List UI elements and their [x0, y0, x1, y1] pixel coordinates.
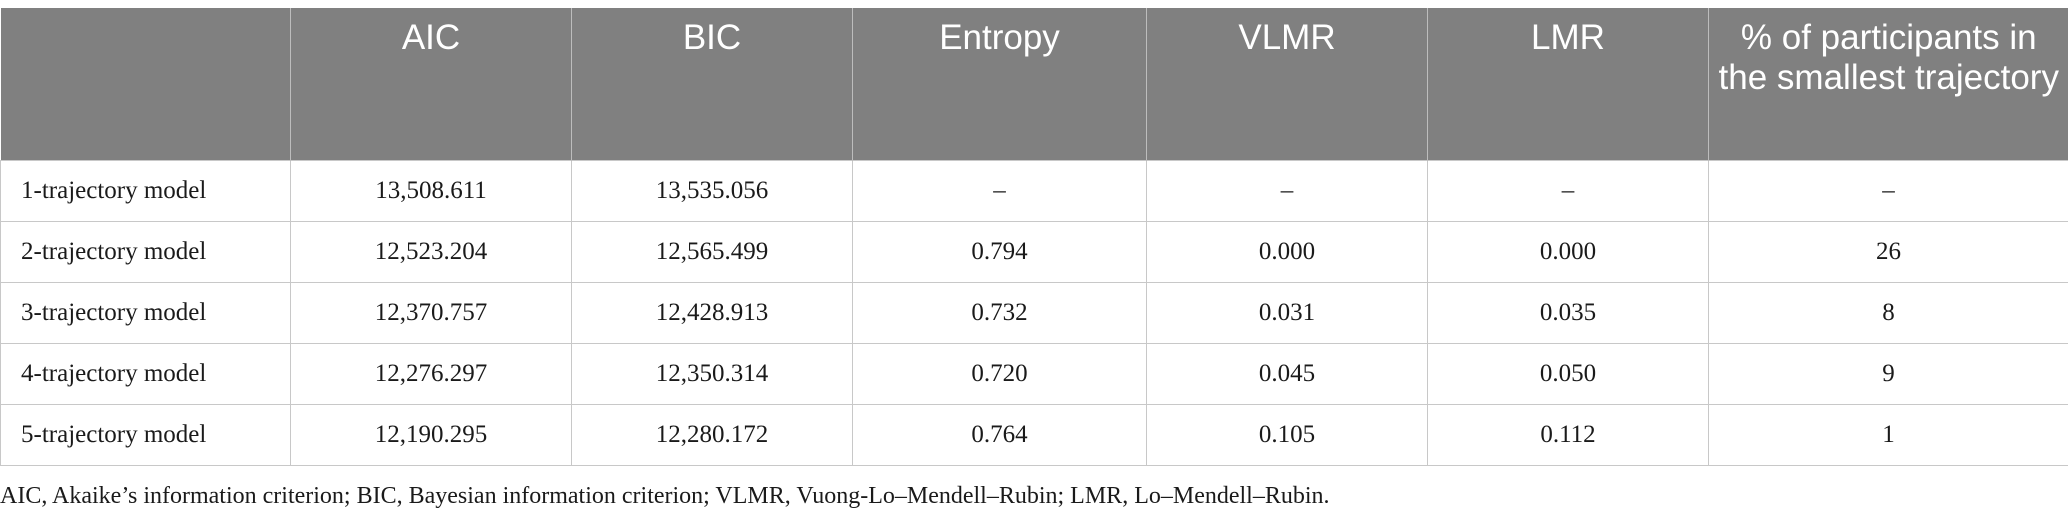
- aic-cell: 12,190.295: [290, 404, 572, 466]
- vlmr-cell: 0.105: [1146, 404, 1428, 466]
- header-cell-vlmr: VLMR: [1146, 8, 1428, 160]
- table-row: 3-trajectory model 12,370.757 12,428.913…: [0, 282, 2068, 344]
- entropy-cell: 0.720: [852, 343, 1147, 405]
- bic-cell: 12,428.913: [571, 282, 853, 344]
- entropy-cell: 0.794: [852, 221, 1147, 283]
- lmr-cell: 0.000: [1427, 221, 1709, 283]
- bic-cell: 13,535.056: [571, 159, 853, 222]
- header-cell-bic: BIC: [571, 8, 853, 160]
- row-label-cell: 4-trajectory model: [0, 343, 291, 405]
- table-footnote: AIC, Akaike’s information criterion; BIC…: [0, 483, 1330, 509]
- smallest-trajectory-cell: 8: [1708, 282, 2068, 344]
- header-row: AIC BIC Entropy VLMR LMR % of participan…: [0, 8, 2068, 160]
- smallest-trajectory-cell: –: [1708, 159, 2068, 222]
- aic-cell: 12,523.204: [290, 221, 572, 283]
- vlmr-cell: 0.031: [1146, 282, 1428, 344]
- table-body: 1-trajectory model 13,508.611 13,535.056…: [0, 159, 2068, 466]
- vlmr-cell: 0.000: [1146, 221, 1428, 283]
- table-row: 1-trajectory model 13,508.611 13,535.056…: [0, 159, 2068, 222]
- header-cell-lmr: LMR: [1427, 8, 1709, 160]
- row-label-cell: 5-trajectory model: [0, 404, 291, 466]
- bic-cell: 12,565.499: [571, 221, 853, 283]
- vlmr-cell: 0.045: [1146, 343, 1428, 405]
- vlmr-cell: –: [1146, 159, 1428, 222]
- lmr-cell: –: [1427, 159, 1709, 222]
- bic-cell: 12,280.172: [571, 404, 853, 466]
- bic-cell: 12,350.314: [571, 343, 853, 405]
- row-label-cell: 2-trajectory model: [0, 221, 291, 283]
- model-fit-table: AIC BIC Entropy VLMR LMR % of participan…: [0, 8, 2068, 466]
- header-cell-model: [0, 8, 291, 160]
- row-label-cell: 1-trajectory model: [0, 159, 291, 222]
- header-cell-smallest-trajectory: % of participants in the smallest trajec…: [1708, 8, 2068, 160]
- lmr-cell: 0.050: [1427, 343, 1709, 405]
- aic-cell: 13,508.611: [290, 159, 572, 222]
- table-row: 5-trajectory model 12,190.295 12,280.172…: [0, 404, 2068, 466]
- table-row: 2-trajectory model 12,523.204 12,565.499…: [0, 221, 2068, 283]
- entropy-cell: 0.732: [852, 282, 1147, 344]
- entropy-cell: –: [852, 159, 1147, 222]
- row-label-cell: 3-trajectory model: [0, 282, 291, 344]
- entropy-cell: 0.764: [852, 404, 1147, 466]
- header-cell-entropy: Entropy: [852, 8, 1147, 160]
- aic-cell: 12,370.757: [290, 282, 572, 344]
- smallest-trajectory-cell: 26: [1708, 221, 2068, 283]
- lmr-cell: 0.035: [1427, 282, 1709, 344]
- table-header: AIC BIC Entropy VLMR LMR % of participan…: [0, 8, 2068, 160]
- header-cell-aic: AIC: [290, 8, 572, 160]
- smallest-trajectory-cell: 9: [1708, 343, 2068, 405]
- table-row: 4-trajectory model 12,276.297 12,350.314…: [0, 343, 2068, 405]
- lmr-cell: 0.112: [1427, 404, 1709, 466]
- aic-cell: 12,276.297: [290, 343, 572, 405]
- smallest-trajectory-cell: 1: [1708, 404, 2068, 466]
